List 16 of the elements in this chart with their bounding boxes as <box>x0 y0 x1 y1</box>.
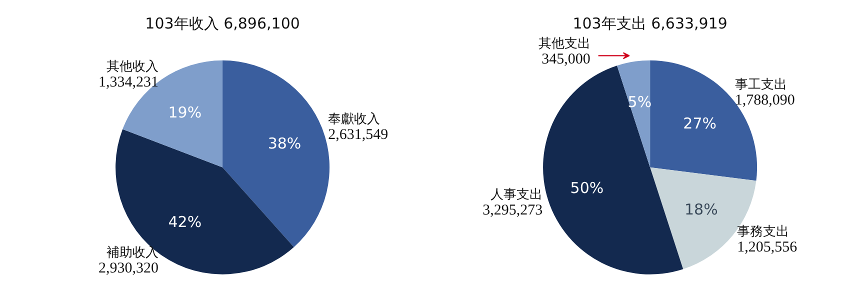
data-label: 50% <box>570 178 604 197</box>
data-label: 19% <box>168 104 202 122</box>
data-label: 27% <box>683 114 716 133</box>
chart-title: 103年收入 6,896,100 <box>145 14 300 32</box>
slice-label: 事工支出 1,788,090 <box>734 78 795 109</box>
slice-label: 補助收入 2,930,320 <box>98 245 158 276</box>
chart-title: 103年支出 6,633,919 <box>572 14 728 32</box>
data-label: 42% <box>168 213 202 232</box>
data-label: 18% <box>684 200 718 219</box>
slice-label: 其他支出 345,000 <box>538 36 590 68</box>
slice-label: 奉獻收入 2,631,549 <box>328 112 388 144</box>
slice-label: 其他收入 1,334,231 <box>98 59 158 90</box>
slice-label: 事務支出 1,205,556 <box>737 224 798 256</box>
data-label: 5% <box>628 92 652 111</box>
slice-label: 人事支出 3,295,273 <box>482 187 543 218</box>
data-label: 38% <box>268 134 302 153</box>
